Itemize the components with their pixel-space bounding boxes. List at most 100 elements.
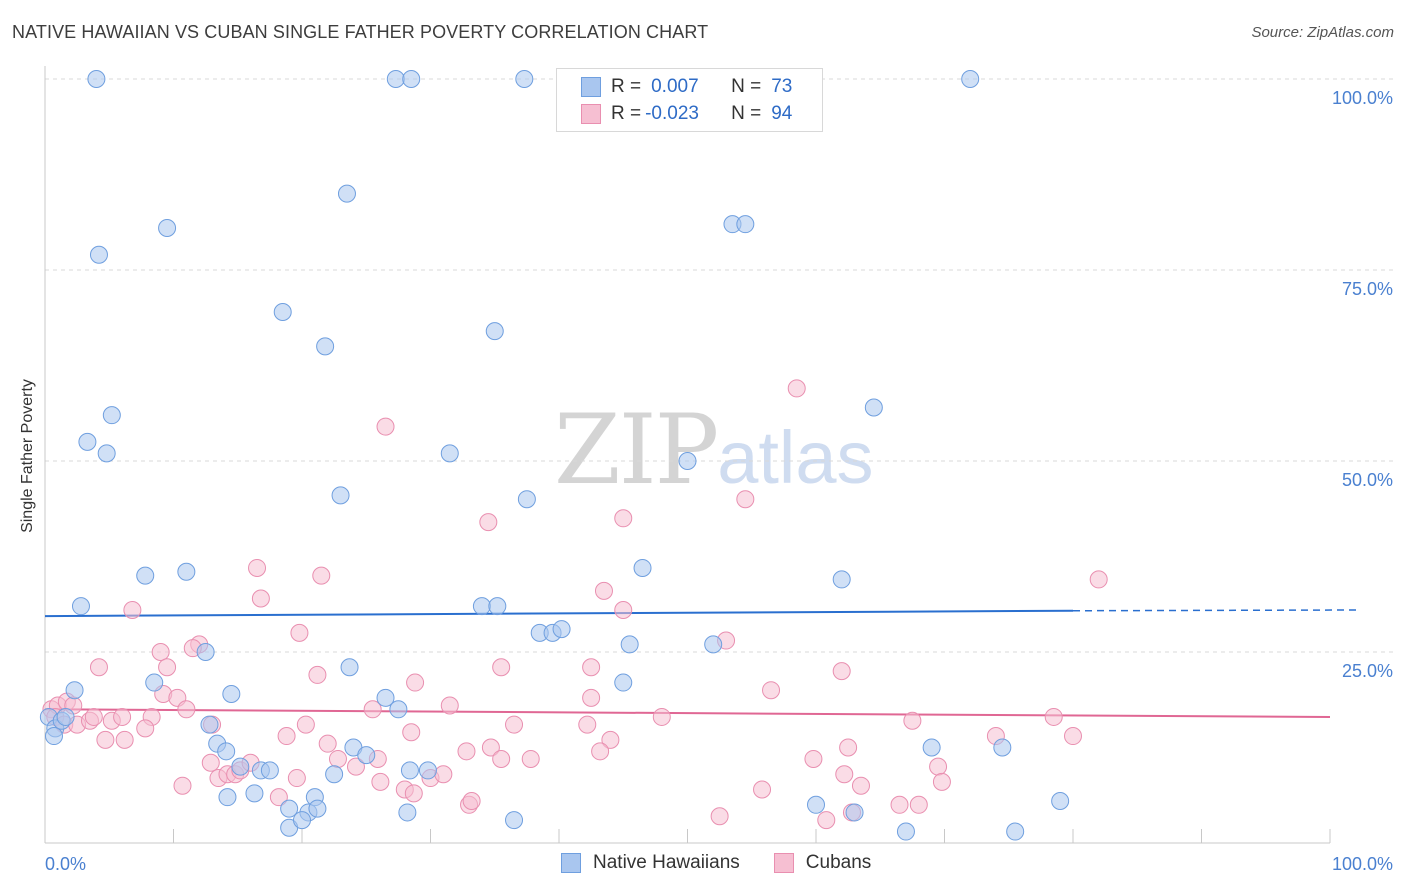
chart-title: NATIVE HAWAIIAN VS CUBAN SINGLE FATHER P…	[12, 22, 709, 42]
native-hawaiians-point	[620, 635, 639, 654]
y-tick-label-25: 25.0%	[1342, 661, 1393, 681]
native-hawaiians-point	[402, 70, 421, 88]
series-label-native-hawaiians: Native Hawaiians	[593, 852, 740, 873]
cubans-point	[84, 707, 103, 726]
native-hawaiians-point	[145, 673, 164, 692]
native-hawaiians-point	[485, 322, 504, 341]
cubans-point	[308, 665, 327, 684]
cubans-point	[376, 417, 395, 436]
native-hawaiians-point	[922, 738, 941, 757]
cubans-point	[328, 749, 347, 768]
series-legend: Native Hawaiians Cubans	[561, 852, 871, 874]
cubans-point	[151, 643, 170, 661]
native-hawaiians-point	[325, 765, 344, 784]
native-hawaiians-point	[177, 562, 196, 581]
cubans-point	[312, 566, 331, 585]
native-hawaiians-point	[896, 822, 915, 841]
cubans-point	[736, 490, 755, 509]
trend-line-native-hawaiians-extension	[1072, 609, 1361, 612]
source-label: Source: ZipAtlas.com	[1251, 24, 1394, 41]
cubans-point	[492, 658, 511, 677]
cubans-point	[521, 749, 540, 768]
legend-row-cubans: R = -0.023 N = 94	[581, 101, 792, 127]
cubans-point	[434, 765, 453, 784]
legend-swatch-pink	[581, 104, 601, 124]
cubans-point	[1089, 570, 1108, 589]
native-hawaiians-point	[552, 620, 571, 639]
cubans-point	[177, 700, 196, 719]
cubans-point	[652, 707, 671, 726]
cubans-point	[296, 715, 315, 734]
cubans-point	[287, 769, 306, 788]
native-hawaiians-point	[678, 452, 697, 470]
native-hawaiians-points	[39, 70, 1070, 841]
y-tick-label-100: 100.0%	[1332, 88, 1393, 108]
correlation-legend: R = 0.007 N = 73 R = -0.023 N = 94	[556, 68, 823, 132]
native-hawaiians-point	[386, 70, 405, 88]
series-swatch-native-hawaiians	[561, 853, 581, 873]
cubans-point	[787, 379, 806, 398]
native-hawaiians-point	[260, 761, 279, 780]
cubans-point	[290, 623, 309, 642]
native-hawaiians-point	[280, 799, 299, 818]
native-hawaiians-point	[736, 215, 755, 234]
native-hawaiians-point	[78, 432, 97, 451]
cubans-point	[115, 730, 134, 749]
cubans-point	[601, 730, 620, 749]
gridlines	[45, 78, 1395, 653]
cubans-point	[251, 589, 270, 608]
trend-line-cubans	[44, 708, 1331, 718]
legend-row-native-hawaiians: R = 0.007 N = 73	[581, 74, 792, 100]
native-hawaiians-point	[807, 795, 825, 814]
native-hawaiians-point	[87, 70, 106, 88]
native-hawaiians-point	[400, 761, 419, 780]
cubans-point	[839, 738, 858, 757]
native-hawaiians-point	[293, 811, 311, 830]
cubans-point	[832, 662, 851, 681]
cubans-point	[277, 727, 296, 746]
cubans-point	[96, 730, 115, 749]
watermark-atlas: atlas	[717, 416, 874, 499]
legend-r-value: -0.023	[645, 103, 699, 124]
native-hawaiians-point	[418, 761, 437, 780]
legend-r-label: R =	[611, 103, 642, 124]
native-hawaiians-point	[357, 746, 376, 765]
cubans-point	[158, 658, 177, 677]
native-hawaiians-point	[845, 803, 864, 822]
cubans-point	[346, 757, 365, 776]
cubans-point	[582, 658, 601, 677]
watermark-zip: ZIP	[554, 394, 719, 506]
native-hawaiians-point	[1006, 822, 1025, 841]
cubans-point	[909, 795, 928, 814]
native-hawaiians-point	[505, 811, 524, 830]
native-hawaiians-point	[1051, 791, 1070, 810]
cubans-point	[594, 581, 613, 600]
cubans-point	[371, 772, 390, 791]
native-hawaiians-point	[200, 715, 219, 734]
cubans-point	[505, 715, 524, 734]
native-hawaiians-point	[331, 486, 350, 505]
native-hawaiians-point	[316, 337, 335, 356]
native-hawaiians-point	[56, 707, 75, 726]
cubans-point	[318, 734, 337, 753]
native-hawaiians-point	[961, 70, 980, 88]
cubans-point	[492, 749, 511, 768]
cubans-points	[42, 379, 1108, 830]
cubans-point	[173, 776, 192, 795]
native-hawaiians-point	[340, 658, 359, 677]
native-hawaiians-point	[44, 727, 63, 746]
tick-labels: 25.0% 50.0% 75.0% 100.0% 0.0% 100.0%	[45, 88, 1393, 874]
cubans-point	[113, 707, 132, 726]
cubans-point	[932, 772, 951, 791]
cubans-point	[753, 780, 772, 799]
native-hawaiians-point	[472, 597, 491, 616]
cubans-point	[248, 558, 267, 577]
x-tick-label-left: 0.0%	[45, 854, 86, 874]
cubans-point	[851, 776, 870, 795]
y-tick-label-75: 75.0%	[1342, 279, 1393, 299]
native-hawaiians-point	[196, 643, 215, 661]
native-hawaiians-point	[222, 685, 241, 704]
native-hawaiians-point	[245, 784, 264, 803]
native-hawaiians-point	[231, 757, 250, 776]
